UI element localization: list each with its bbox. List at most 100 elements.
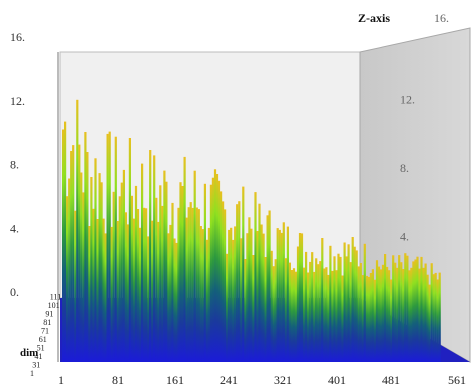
bar	[175, 242, 178, 362]
bar	[349, 262, 352, 362]
bar	[92, 208, 95, 362]
bar	[355, 250, 358, 362]
bar	[367, 276, 370, 362]
x-tick-label: 321	[274, 373, 292, 387]
bar	[422, 267, 425, 362]
bar	[205, 239, 208, 362]
z-tick-label: 0.	[10, 285, 19, 299]
x-tick-label: 241	[220, 373, 238, 387]
bar	[319, 261, 322, 362]
bar	[64, 121, 67, 362]
bar	[143, 207, 146, 362]
bar	[300, 233, 304, 362]
bar	[292, 268, 296, 362]
bar	[138, 227, 142, 362]
bar	[228, 229, 231, 362]
bar	[151, 220, 154, 362]
bar	[185, 217, 188, 362]
bar	[327, 274, 330, 362]
depth-tick-label: 71	[41, 327, 49, 336]
bar	[220, 191, 223, 362]
bar	[128, 138, 131, 362]
bar	[428, 284, 431, 362]
bar	[307, 272, 310, 362]
bar	[141, 163, 144, 362]
bar	[262, 233, 265, 362]
bar	[268, 210, 271, 362]
wall-tick-label: 16.	[434, 11, 449, 25]
bar	[311, 252, 314, 362]
bar	[130, 195, 133, 362]
bar	[294, 271, 298, 362]
bar	[381, 264, 385, 362]
bar	[254, 192, 257, 362]
bar	[82, 192, 85, 362]
bar	[361, 275, 364, 362]
bar	[290, 270, 293, 362]
depth-tick-label: 91	[45, 310, 53, 319]
bar	[438, 272, 441, 362]
bar	[282, 222, 285, 362]
bar	[252, 255, 255, 362]
bar	[379, 269, 383, 362]
bar	[341, 275, 344, 362]
bar	[207, 227, 210, 362]
bar	[80, 172, 83, 362]
bar	[296, 246, 300, 362]
depth-tick-label: 81	[43, 318, 51, 327]
bar	[357, 266, 360, 362]
bar	[100, 182, 103, 362]
bar	[149, 150, 152, 362]
bar	[197, 209, 200, 362]
bar	[353, 246, 356, 362]
bar	[398, 255, 401, 362]
bar	[339, 256, 342, 362]
bar	[74, 210, 77, 362]
bar	[78, 144, 81, 362]
bar	[183, 156, 186, 362]
bar	[191, 207, 194, 362]
bar	[159, 185, 162, 362]
bar	[323, 268, 326, 362]
bar	[199, 226, 202, 362]
bar	[155, 197, 158, 362]
bar	[145, 208, 148, 362]
bar	[246, 233, 249, 362]
bar	[392, 255, 395, 362]
bar	[284, 258, 287, 362]
bar	[136, 209, 140, 362]
bar	[351, 237, 354, 362]
bar	[114, 136, 117, 362]
bar	[264, 257, 267, 362]
z-axis-title: Z-axis	[358, 11, 390, 25]
bar	[104, 233, 107, 362]
bar	[124, 212, 127, 362]
bar	[189, 202, 192, 362]
bar	[288, 262, 291, 362]
depth-tick-label: 1	[30, 369, 34, 378]
bar	[375, 260, 379, 362]
bar	[112, 191, 115, 362]
bar	[86, 152, 89, 362]
bar	[66, 196, 69, 362]
bar	[226, 253, 229, 362]
bar	[193, 170, 196, 362]
bar	[335, 270, 338, 362]
bar	[161, 205, 164, 362]
bar	[394, 262, 397, 362]
bar	[321, 238, 324, 362]
bar	[234, 226, 237, 362]
bar	[195, 207, 198, 362]
bar	[406, 255, 409, 362]
bar	[329, 245, 332, 362]
bar	[388, 270, 391, 362]
bar	[434, 272, 437, 362]
bar	[244, 259, 247, 362]
z-tick-label: 4.	[10, 221, 19, 235]
bar	[420, 256, 423, 362]
bar	[177, 207, 180, 362]
bar-series	[62, 99, 441, 363]
bar	[412, 261, 415, 362]
bar	[258, 203, 261, 362]
bar	[286, 226, 289, 362]
